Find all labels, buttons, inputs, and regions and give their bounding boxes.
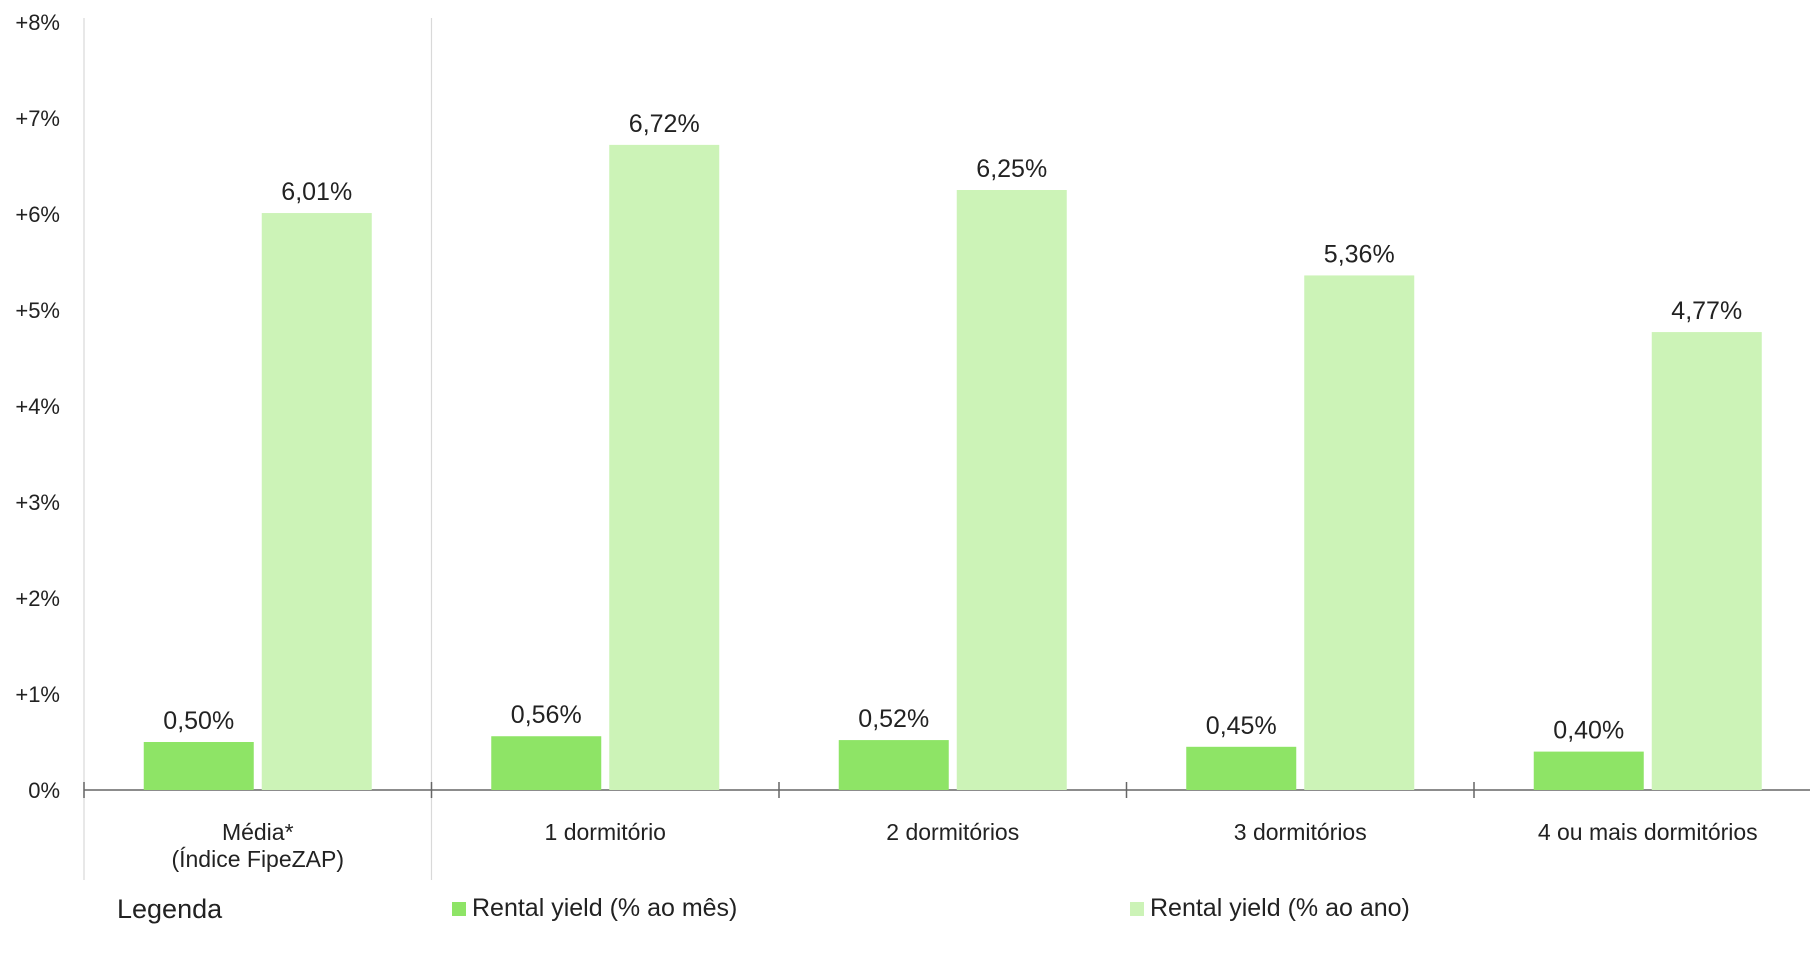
legend-label-monthly: Rental yield (% ao mês) <box>472 894 738 922</box>
y-tick-label: +7% <box>15 106 60 131</box>
legend-label-annual: Rental yield (% ao ano) <box>1150 894 1410 922</box>
legend: Legenda Rental yield (% ao mês) Rental y… <box>0 886 1810 946</box>
y-axis: 0% +1% +2% +3% +4% +5% +6% +7% +8% <box>15 10 60 803</box>
data-label-monthly: 0,40% <box>1553 717 1624 745</box>
y-tick-label: +5% <box>15 298 60 323</box>
y-tick-label: +1% <box>15 682 60 707</box>
data-label-monthly: 0,52% <box>858 705 929 733</box>
data-label-annual: 4,77% <box>1671 297 1742 325</box>
bar-annual <box>261 213 372 791</box>
y-tick-label: +4% <box>15 394 60 419</box>
data-label-annual: 5,36% <box>1324 240 1395 268</box>
legend-swatch-annual <box>1130 901 1144 916</box>
bar-annual <box>1651 332 1762 790</box>
category-label: 3 dormitórios <box>1234 819 1367 845</box>
bar-annual <box>1304 275 1415 790</box>
legend-item-annual: Rental yield (% ao ano) <box>1130 894 1410 923</box>
data-label-monthly: 0,45% <box>1206 712 1277 740</box>
data-label-annual: 6,25% <box>976 155 1047 183</box>
bar-annual <box>956 190 1067 790</box>
bar-annual <box>609 144 720 790</box>
category-label: Média* (Índice FipeZAP) <box>171 819 344 872</box>
legend-swatch-monthly <box>452 901 466 916</box>
data-label-annual: 6,01% <box>281 178 352 206</box>
bar-monthly <box>1533 751 1644 790</box>
y-tick-label: +8% <box>15 10 60 35</box>
bar-chart: 0%+1%+2%+3%+4%+5%+6%+7%+8% 0,50%6,01%0,5… <box>15 10 1810 880</box>
y-tick-label: +6% <box>15 202 60 227</box>
data-label-monthly: 0,56% <box>511 701 582 729</box>
y-tick-label: +3% <box>15 490 60 515</box>
legend-item-monthly: Rental yield (% ao mês) <box>452 894 737 923</box>
category-label: 4 ou mais dormitórios <box>1538 819 1758 845</box>
bar-monthly <box>143 742 254 790</box>
bars <box>143 144 1762 791</box>
bar-labels: 0,50% 6,01% 0,56% 6,72% 0,52% 6,25% 0,45% 5,36%… <box>163 110 1742 745</box>
category-labels: Média* (Índice FipeZAP) 1 dormitório 2 dorm… <box>171 819 1757 872</box>
y-tick-label: +2% <box>15 586 60 611</box>
bar-monthly <box>838 740 949 790</box>
category-label: 2 dormitórios <box>886 819 1019 845</box>
legend-title: Legenda <box>117 894 223 924</box>
data-label-annual: 6,72% <box>629 110 700 138</box>
data-label-monthly: 0,50% <box>163 707 234 735</box>
bar-monthly <box>491 736 602 790</box>
bar-monthly <box>1186 746 1297 790</box>
category-label: 1 dormitório <box>545 819 666 845</box>
y-tick-label: 0% <box>28 778 60 803</box>
